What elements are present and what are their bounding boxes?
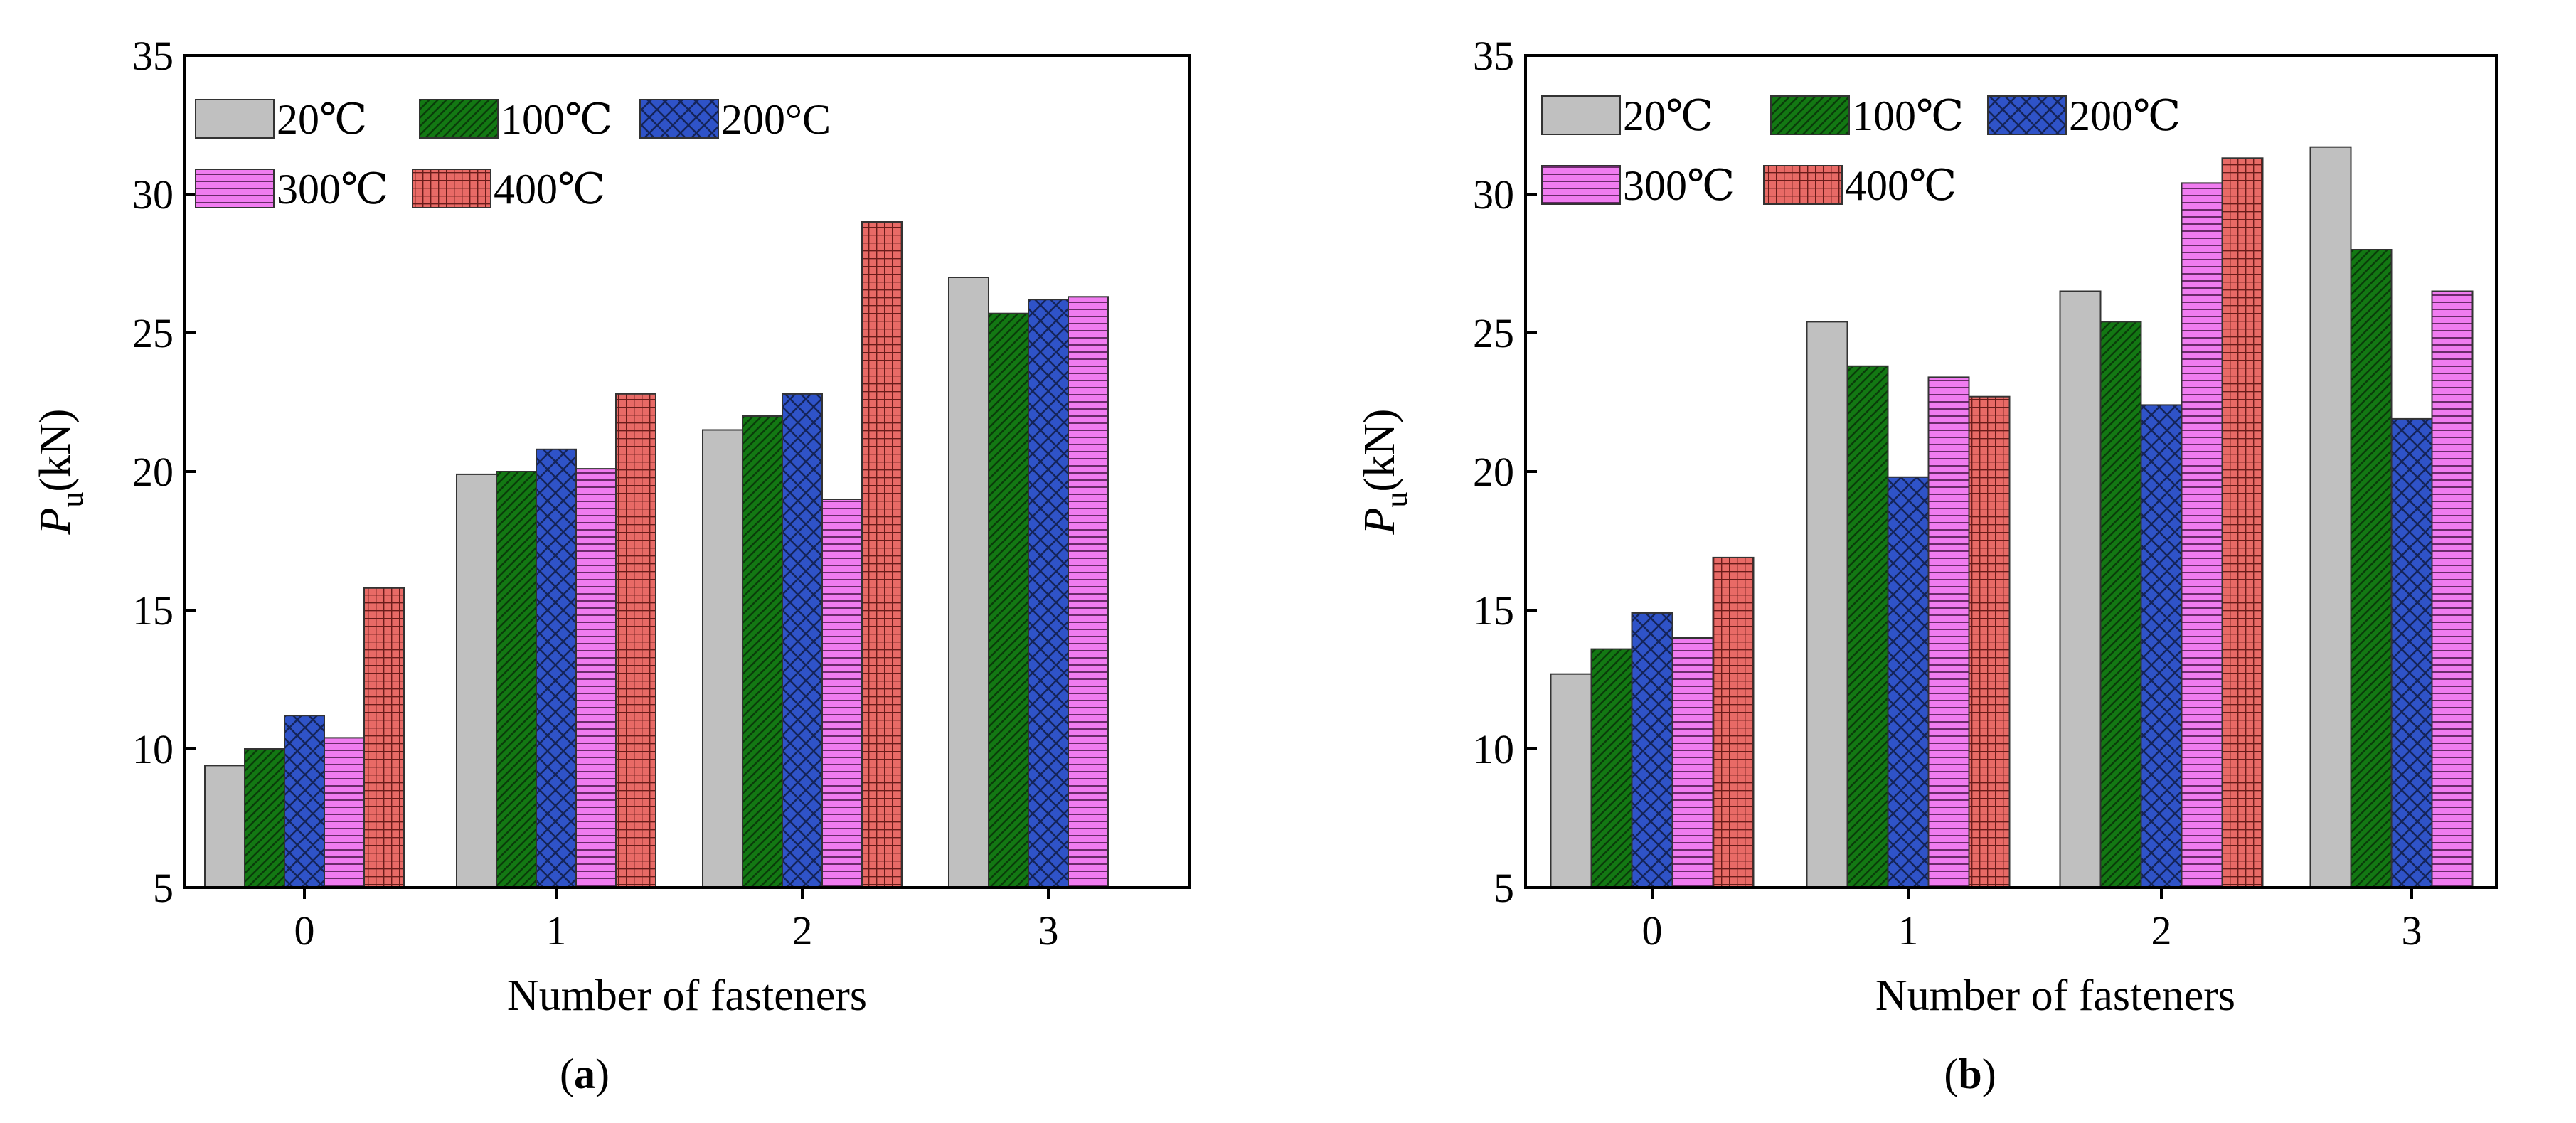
y-tick-label: 25 (132, 310, 174, 356)
bar-a-200c-3 (1028, 299, 1069, 888)
x-axis-ticks-a: 0 1 2 3 (294, 888, 1059, 954)
x-tick-label: 2 (792, 908, 813, 954)
bar-b-20c-1 (1806, 321, 1848, 888)
bar-a-400c-0 (363, 587, 405, 888)
legend-label-200: 200℃ (2069, 92, 2181, 139)
legend-swatch-200 (639, 99, 719, 139)
legend-label-20: 20℃ (277, 96, 367, 143)
legend-swatch-20 (195, 99, 275, 139)
bar-b-20c-3 (2309, 146, 2352, 889)
legend-swatch-400 (412, 169, 491, 208)
bar-b-400c-0 (1712, 556, 1755, 889)
y-tick-label: 30 (132, 171, 174, 218)
y-tick-label: 5 (1494, 865, 1514, 911)
legend-label-300: 300℃ (277, 166, 388, 213)
bar-a-300c-0 (324, 737, 365, 889)
x-tick-label: 0 (1642, 908, 1663, 954)
bar-a-20c-0 (204, 765, 245, 889)
bar-a-400c-2 (861, 221, 903, 888)
x-tick-label: 1 (1898, 908, 1919, 954)
bar-a-100c-0 (244, 748, 285, 888)
bar-b-100c-0 (1590, 648, 1633, 888)
bar-b-300c-0 (1671, 637, 1714, 888)
bar-b-100c-1 (1846, 365, 1889, 888)
y-axis-title-a: Pu(kN) (31, 409, 90, 536)
bar-b-100c-2 (2099, 321, 2142, 888)
bar-a-20c-3 (948, 277, 989, 888)
x-tick-label: 2 (2151, 908, 2172, 954)
bar-b-200c-3 (2390, 417, 2433, 888)
legend-label-20: 20℃ (1623, 92, 1713, 139)
bar-a-300c-1 (575, 468, 617, 888)
y-tick-label: 15 (1473, 587, 1514, 634)
bar-b-400c-1 (1968, 395, 2011, 888)
panel-b: 5 10 15 20 25 30 35 0 1 2 3 20℃ 100℃ 200℃ 300℃ 400℃ N… (1356, 33, 2498, 1097)
bar-a-200c-0 (284, 715, 325, 889)
bar-b-20c-0 (1550, 673, 1592, 888)
y-tick-label: 30 (1473, 171, 1514, 218)
y-tick-label: 10 (1473, 726, 1514, 772)
legend-label-100: 100℃ (501, 96, 612, 143)
y-tick-label: 35 (132, 33, 174, 79)
bar-b-100c-3 (2350, 249, 2393, 888)
y-axis-ticks-b: 5 10 15 20 25 30 35 (1473, 33, 1537, 911)
bar-b-200c-2 (2140, 404, 2183, 888)
bar-b-400c-2 (2221, 157, 2264, 888)
legend-swatch-200 (1987, 95, 2067, 135)
x-axis-ticks-b: 0 1 2 3 (1642, 888, 2422, 954)
x-tick-label: 3 (2402, 908, 2422, 954)
x-axis-title-a: Number of fasteners (507, 972, 867, 1020)
legend-label-100: 100℃ (1852, 92, 1964, 139)
bars-b (1550, 146, 2474, 889)
legend-swatch-20 (1541, 95, 1621, 135)
bar-a-200c-1 (536, 448, 577, 888)
bar-b-200c-1 (1887, 476, 1930, 888)
y-tick-label: 35 (1473, 33, 1514, 79)
bar-a-100c-2 (742, 415, 783, 888)
y-tick-label: 15 (132, 587, 174, 634)
bar-b-300c-3 (2431, 290, 2474, 888)
bar-a-300c-3 (1068, 296, 1109, 888)
bar-a-20c-1 (456, 473, 497, 888)
legend-label-400: 400℃ (1845, 162, 1957, 209)
y-tick-label: 10 (132, 726, 174, 772)
legend-swatch-100 (419, 99, 499, 139)
legend-a: 20℃ 100℃ 200°C 300℃ 400℃ (195, 96, 831, 213)
bars-a (204, 221, 1109, 889)
bar-a-300c-2 (821, 499, 863, 888)
bar-a-200c-2 (782, 393, 823, 888)
plot-frame-b (1524, 54, 2498, 889)
x-tick-label: 3 (1038, 908, 1059, 954)
bar-a-100c-3 (988, 312, 1029, 888)
x-axis-title-b: Number of fasteners (1875, 972, 2235, 1020)
bar-a-20c-2 (702, 429, 743, 888)
bar-b-300c-2 (2181, 182, 2223, 888)
legend-swatch-400 (1763, 165, 1843, 205)
legend-swatch-300 (195, 169, 275, 208)
legend-label-400: 400℃ (494, 166, 605, 213)
panel-caption-a: (a) (560, 1050, 610, 1097)
y-tick-label: 20 (132, 449, 174, 495)
y-axis-ticks-a: 5 10 15 20 25 30 35 (132, 33, 196, 911)
plot-frame-a (183, 54, 1191, 889)
x-tick-label: 0 (294, 908, 315, 954)
bar-b-300c-1 (1927, 376, 1970, 888)
legend-swatch-300 (1541, 165, 1621, 205)
y-tick-label: 5 (153, 865, 174, 911)
legend-label-200: 200°C (721, 96, 831, 143)
bar-a-100c-1 (496, 471, 537, 888)
legend-label-300: 300℃ (1623, 162, 1735, 209)
bar-a-400c-1 (615, 393, 656, 888)
x-tick-label: 1 (546, 908, 567, 954)
y-axis-title-b: Pu(kN) (1356, 409, 1414, 536)
bar-b-200c-0 (1631, 612, 1673, 889)
y-tick-label: 20 (1473, 449, 1514, 495)
bar-b-20c-2 (2059, 290, 2102, 888)
panel-caption-b: (b) (1944, 1050, 1996, 1097)
legend-swatch-100 (1770, 95, 1850, 135)
legend-b: 20℃ 100℃ 200℃ 300℃ 400℃ (1541, 92, 2181, 209)
y-tick-label: 25 (1473, 310, 1514, 356)
